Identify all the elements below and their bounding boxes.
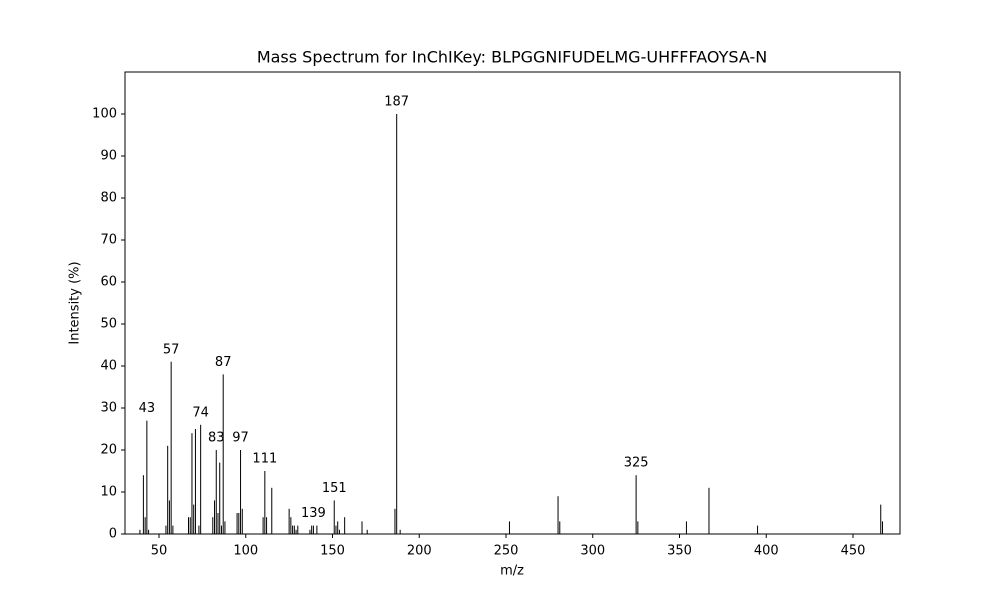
peak-label: 111	[252, 452, 277, 467]
x-tick-label: 50	[151, 544, 168, 559]
peak-label: 187	[384, 95, 409, 110]
x-tick-label: 100	[233, 544, 258, 559]
peak-label: 325	[624, 456, 649, 471]
x-axis-label: m/z	[500, 564, 524, 579]
y-tick-label: 40	[100, 359, 117, 374]
peak-label: 74	[192, 405, 209, 420]
peak-label: 87	[215, 355, 232, 370]
y-tick-label: 70	[100, 233, 117, 248]
peak-label: 97	[232, 431, 249, 446]
y-tick-label: 100	[92, 107, 117, 122]
chart-title: Mass Spectrum for InChIKey: BLPGGNIFUDEL…	[257, 48, 767, 67]
peak-label: 57	[163, 342, 180, 357]
x-tick-label: 300	[580, 544, 605, 559]
y-tick-label: 80	[100, 191, 117, 206]
peak-label: 151	[322, 481, 347, 496]
x-tick-label: 200	[407, 544, 432, 559]
x-tick-label: 250	[494, 544, 519, 559]
x-tick-label: 400	[754, 544, 779, 559]
peak-label: 43	[139, 401, 156, 416]
y-tick-label: 0	[109, 527, 117, 542]
y-tick-label: 10	[100, 485, 117, 500]
plot-frame	[124, 71, 901, 535]
x-tick-label: 450	[841, 544, 866, 559]
y-tick-label: 60	[100, 275, 117, 290]
y-tick-label: 50	[100, 317, 117, 332]
x-tick-label: 350	[667, 544, 692, 559]
peak-label: 139	[301, 506, 326, 521]
y-tick-label: 30	[100, 401, 117, 416]
x-tick-label: 150	[320, 544, 345, 559]
y-axis-label: Intensity (%)	[68, 261, 83, 344]
y-tick-label: 20	[100, 443, 117, 458]
y-tick-label: 90	[100, 149, 117, 164]
peak-label: 83	[208, 431, 225, 446]
